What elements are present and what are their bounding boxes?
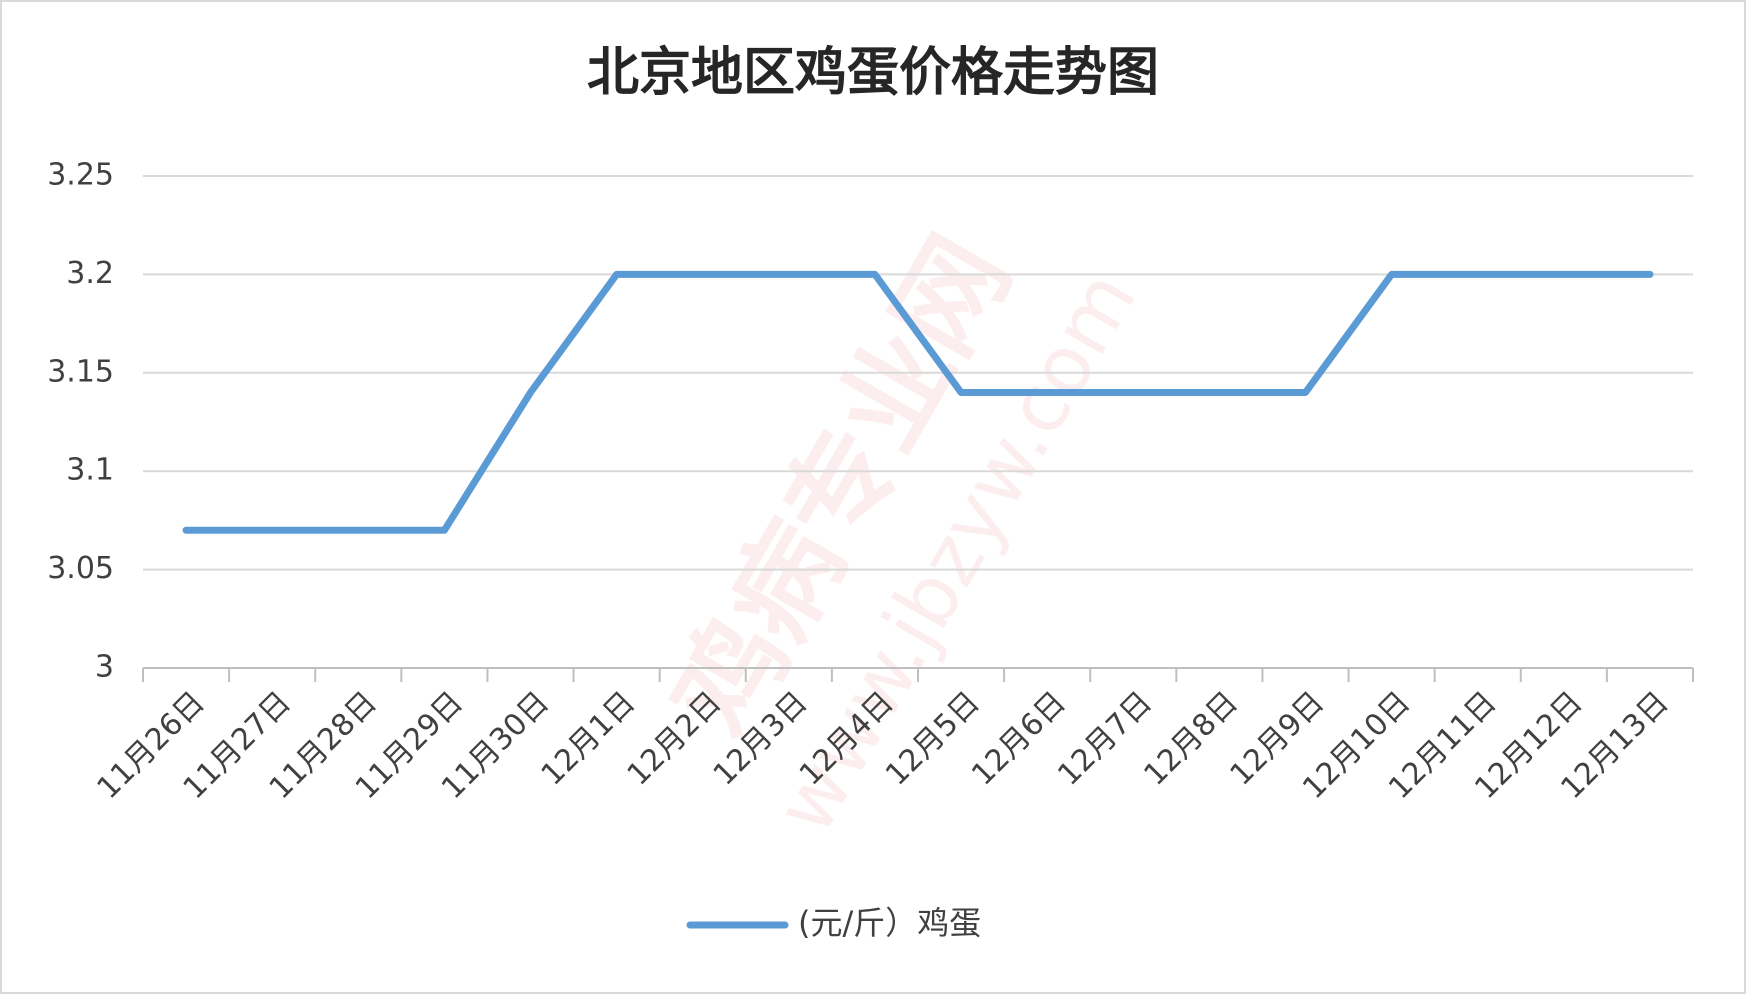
y-tick-label: 3.05 [47, 551, 114, 586]
series-line [182, 270, 1654, 534]
y-tick-label: 3.2 [66, 256, 114, 291]
y-tick-label: 3.25 [47, 158, 114, 193]
y-tick-label: 3.1 [66, 453, 114, 488]
legend-label: (元/斤）鸡蛋 [798, 904, 981, 942]
chart-title: 北京地区鸡蛋价格走势图 [587, 43, 1159, 103]
y-tick-label: 3 [95, 650, 114, 685]
y-tick-label: 3.15 [47, 354, 114, 389]
